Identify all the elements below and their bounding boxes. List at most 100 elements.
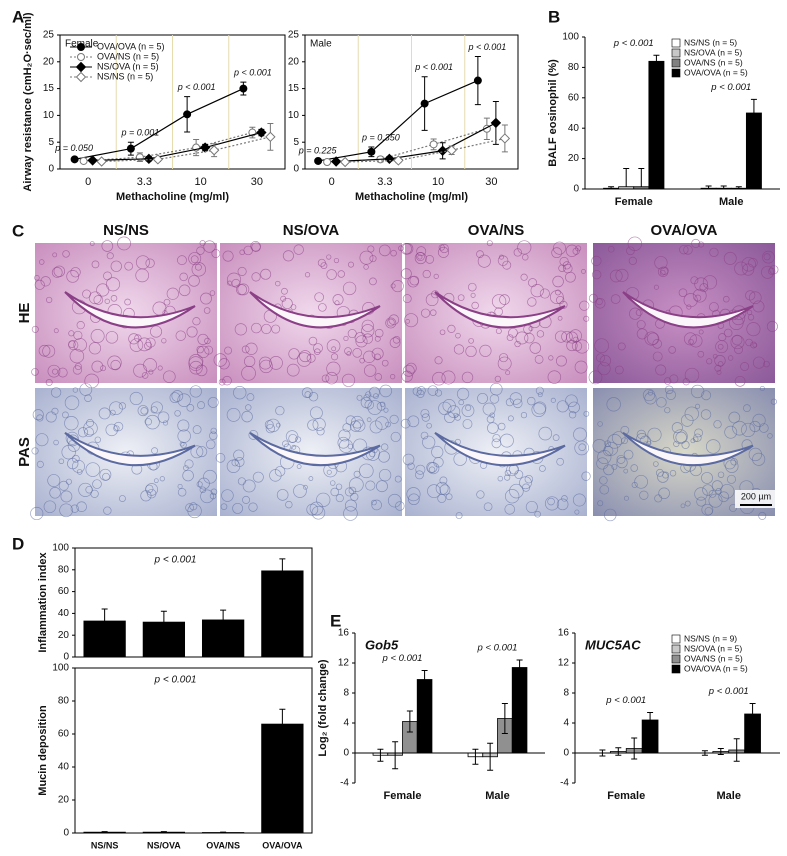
x-tick-label: Male bbox=[719, 196, 743, 208]
alveolus bbox=[425, 255, 435, 264]
alveolus bbox=[194, 263, 202, 271]
alveolus bbox=[251, 322, 262, 334]
alveolus bbox=[594, 338, 609, 354]
alveolus bbox=[338, 429, 351, 442]
alveolus bbox=[494, 375, 501, 383]
alveolus bbox=[745, 290, 756, 301]
alveolus bbox=[234, 323, 247, 336]
alveolus bbox=[151, 447, 159, 455]
alveolus bbox=[196, 446, 208, 458]
alveolus bbox=[471, 301, 479, 310]
alveolus bbox=[453, 344, 465, 355]
y-axis-label: Airway resistance (cmH₂O·sec/ml) bbox=[22, 12, 34, 191]
alveolus bbox=[188, 354, 204, 369]
series-line bbox=[318, 80, 479, 162]
alveolus bbox=[296, 352, 312, 367]
alveolus bbox=[524, 332, 535, 344]
alveolus bbox=[341, 373, 356, 387]
airway bbox=[249, 291, 381, 329]
alveolus bbox=[134, 334, 142, 342]
alveolus bbox=[490, 382, 503, 396]
alveolus bbox=[653, 461, 659, 467]
y-tick-label: 5 bbox=[293, 137, 299, 148]
alveolus bbox=[117, 236, 131, 251]
alveolus bbox=[547, 370, 562, 384]
alveolus bbox=[415, 464, 426, 475]
alveolus bbox=[741, 422, 756, 438]
annotation: p < 0.001 bbox=[710, 82, 751, 93]
alveolus bbox=[669, 374, 679, 384]
alveolus bbox=[232, 502, 244, 514]
alveolus bbox=[468, 338, 474, 344]
marker bbox=[96, 156, 107, 167]
alveolus bbox=[34, 275, 40, 281]
alveolus bbox=[604, 508, 617, 522]
alveolus bbox=[220, 503, 228, 510]
alveolus bbox=[730, 458, 738, 466]
alveolus bbox=[76, 469, 83, 475]
alveolus bbox=[709, 302, 719, 312]
alveolus bbox=[664, 407, 671, 414]
alveolus bbox=[623, 449, 634, 460]
error-bar bbox=[220, 609, 227, 620]
alveolus bbox=[162, 420, 169, 426]
alveolus bbox=[447, 324, 456, 333]
alveolus bbox=[694, 277, 709, 292]
alveolus bbox=[282, 250, 294, 262]
alveolus bbox=[745, 338, 753, 347]
alveolus bbox=[166, 287, 179, 300]
alveolus bbox=[477, 254, 491, 268]
alveolus bbox=[188, 252, 202, 265]
alveolus bbox=[178, 284, 191, 297]
scale-bar-bg bbox=[735, 490, 777, 508]
alveolus bbox=[554, 330, 568, 343]
alveolus bbox=[79, 383, 93, 396]
alveolus bbox=[504, 474, 511, 481]
alveolus bbox=[288, 433, 298, 443]
alveolus bbox=[588, 370, 603, 385]
alveolus bbox=[458, 399, 465, 406]
alveolus bbox=[213, 353, 227, 367]
column-header: OVA/NS bbox=[468, 222, 524, 239]
y-tick-label: 0 bbox=[63, 652, 69, 663]
alveolus bbox=[694, 487, 708, 501]
y-tick-label: 25 bbox=[43, 30, 55, 41]
alveolus bbox=[363, 350, 376, 363]
alveolus bbox=[342, 423, 352, 433]
marker bbox=[446, 145, 457, 156]
alveolus bbox=[143, 358, 158, 373]
alveolus bbox=[565, 394, 578, 407]
alveolus bbox=[581, 269, 586, 274]
alveolus bbox=[572, 247, 580, 255]
alveolus bbox=[752, 356, 766, 369]
alveolus bbox=[594, 297, 606, 309]
alveolus bbox=[189, 385, 202, 398]
alveolus bbox=[390, 374, 396, 380]
alveolus bbox=[429, 309, 437, 316]
series-line bbox=[101, 136, 271, 163]
x-tick-label: 0 bbox=[329, 176, 335, 188]
alveolus bbox=[30, 506, 44, 521]
alveolus bbox=[697, 350, 705, 358]
alveolus bbox=[596, 353, 606, 363]
alveolus bbox=[381, 443, 389, 451]
error-bar bbox=[279, 708, 286, 725]
alveolus bbox=[314, 292, 324, 302]
alveolus bbox=[326, 269, 337, 280]
airway bbox=[249, 431, 381, 467]
alveolus bbox=[88, 342, 102, 355]
tissue bbox=[405, 243, 587, 383]
alveolus bbox=[360, 396, 372, 409]
alveolus bbox=[417, 254, 423, 260]
alveolus bbox=[285, 500, 293, 509]
alveolus bbox=[717, 343, 724, 350]
legend-swatch bbox=[671, 664, 681, 674]
alveolus bbox=[241, 410, 253, 423]
alveolus bbox=[441, 370, 456, 385]
alveolus bbox=[234, 457, 245, 467]
annotation: p = 0.225 bbox=[298, 145, 338, 155]
alveolus bbox=[682, 378, 690, 386]
alveolus bbox=[623, 495, 629, 501]
alveolus bbox=[105, 331, 119, 344]
alveolus bbox=[61, 445, 76, 460]
